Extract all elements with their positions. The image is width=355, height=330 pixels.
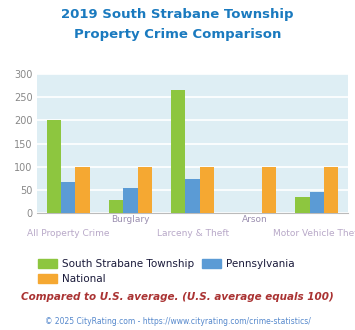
Text: © 2025 CityRating.com - https://www.cityrating.com/crime-statistics/: © 2025 CityRating.com - https://www.city… (45, 317, 310, 326)
Bar (123, 188, 138, 213)
Text: Burglary: Burglary (111, 215, 150, 224)
Bar (76, 167, 90, 213)
Bar (61, 182, 76, 213)
Bar (171, 90, 185, 213)
Bar (138, 167, 152, 213)
Text: Larceny & Theft: Larceny & Theft (157, 229, 229, 238)
Text: Compared to U.S. average. (U.S. average equals 100): Compared to U.S. average. (U.S. average … (21, 292, 334, 302)
Text: Arson: Arson (242, 215, 268, 224)
Text: Property Crime Comparison: Property Crime Comparison (74, 28, 281, 41)
Bar (47, 119, 61, 213)
Bar (295, 197, 310, 213)
Legend: South Strabane Township, National, Pennsylvania: South Strabane Township, National, Penns… (34, 254, 299, 288)
Bar (324, 167, 338, 213)
Bar (310, 192, 324, 213)
Bar (200, 167, 214, 213)
Bar (262, 167, 276, 213)
Bar (185, 179, 200, 213)
Bar (109, 200, 123, 213)
Text: Motor Vehicle Theft: Motor Vehicle Theft (273, 229, 355, 238)
Text: 2019 South Strabane Township: 2019 South Strabane Township (61, 8, 294, 21)
Text: All Property Crime: All Property Crime (27, 229, 110, 238)
